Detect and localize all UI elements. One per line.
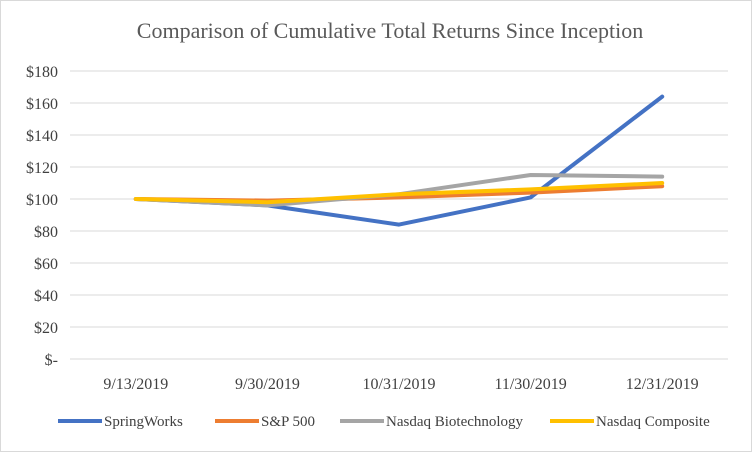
gridlines	[70, 70, 728, 360]
series-lines	[133, 94, 665, 227]
y-tick-label: $80	[34, 224, 58, 241]
legend-label: SpringWorks	[104, 414, 183, 430]
chart-title: Comparison of Cumulative Total Returns S…	[137, 18, 643, 43]
legend: SpringWorks S&P 500 Nasdaq Biotechnology Na…	[58, 414, 710, 430]
legend-label: Nasdaq Biotechnology	[386, 414, 524, 430]
series-line-3	[133, 181, 665, 205]
x-tick-label: 11/30/2019	[494, 376, 566, 393]
y-tick-label: $160	[26, 96, 58, 113]
y-tick-label: $140	[26, 128, 58, 145]
series-line-0	[133, 94, 665, 227]
y-tick-label: $120	[26, 160, 58, 177]
legend-label: Nasdaq Composite	[596, 414, 710, 430]
y-tick-label: $100	[26, 192, 58, 209]
y-tick-label: $20	[34, 320, 58, 337]
x-tick-label: 12/31/2019	[626, 376, 699, 393]
y-axis-tick-labels: $- $20 $40 $60 $80 $100 $120 $140 $160 $180	[26, 64, 58, 369]
x-tick-label: 9/13/2019	[103, 376, 168, 393]
legend-label: S&P 500	[261, 414, 315, 430]
y-tick-label: $-	[45, 352, 58, 369]
x-axis-tick-labels: 9/13/2019 9/30/2019 10/31/2019 11/30/2019 12…	[103, 376, 698, 393]
y-tick-label: $60	[34, 256, 58, 273]
y-tick-label: $40	[34, 288, 58, 305]
x-tick-label: 10/31/2019	[363, 376, 436, 393]
x-tick-label: 9/30/2019	[235, 376, 300, 393]
y-tick-label: $180	[26, 64, 58, 81]
